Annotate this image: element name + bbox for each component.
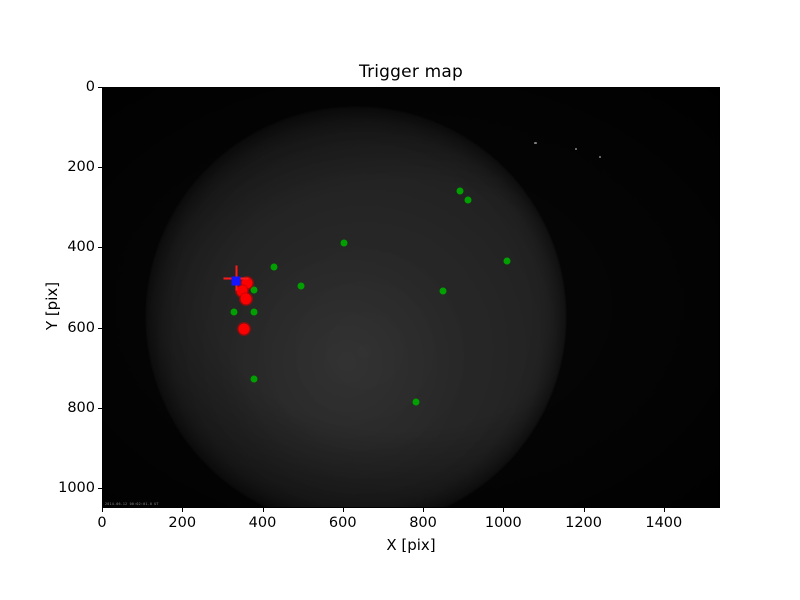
y-tick-label: 600 — [67, 319, 95, 336]
x-tick — [182, 508, 184, 512]
y-tick — [98, 247, 102, 249]
x-tick-label: 1400 — [645, 515, 683, 531]
x-tick — [583, 508, 585, 512]
marker-green-detections — [250, 308, 258, 316]
x-tick — [342, 508, 344, 512]
image-timestamp-overlay: 2014-06-12 00:02:01.0 UT — [105, 502, 159, 506]
x-tick-label: 200 — [168, 515, 197, 531]
x-tick-label: 400 — [248, 515, 277, 531]
x-tick — [663, 508, 665, 512]
chart-title: Trigger map — [358, 62, 463, 82]
marker-green-detections — [456, 187, 464, 195]
y-tick — [98, 167, 102, 169]
x-tick — [503, 508, 505, 512]
marker-green-detections — [250, 375, 258, 383]
y-tick-label: 200 — [67, 159, 95, 176]
y-axis-label: Y [pix] — [43, 281, 61, 331]
marker-red-triggers — [236, 285, 248, 297]
y-tick-label: 0 — [85, 79, 95, 95]
x-tick — [423, 508, 425, 512]
y-tick — [98, 87, 102, 88]
x-tick-label: 600 — [328, 515, 357, 531]
x-tick-label: 1000 — [484, 515, 522, 531]
marker-green-detections — [412, 398, 420, 406]
marker-green-detections — [340, 239, 348, 247]
y-tick — [98, 327, 102, 329]
x-tick-label: 0 — [97, 515, 107, 531]
y-tick — [98, 407, 102, 409]
marker-green-detections — [503, 257, 511, 265]
x-tick — [102, 508, 103, 512]
marker-red-triggers — [238, 323, 250, 335]
marker-green-detections — [464, 196, 472, 204]
y-tick — [98, 487, 102, 489]
x-tick-label: 1200 — [565, 515, 602, 531]
marker-green-detections — [439, 287, 447, 295]
vignette-overlay — [102, 87, 720, 508]
y-tick-label: 400 — [67, 239, 95, 256]
marker-green-detections — [250, 286, 258, 294]
marker-green-detections — [270, 263, 278, 271]
x-tick — [262, 508, 264, 512]
y-tick-label: 1000 — [58, 479, 95, 496]
plot-area[interactable]: 2014-06-12 00:02:01.0 UT — [102, 87, 720, 508]
x-tick-label: 800 — [409, 515, 437, 531]
x-axis-label: X [pix] — [386, 536, 436, 554]
marker-green-detections — [230, 308, 238, 316]
marker-green-detections — [297, 282, 305, 290]
marker-red-triggers — [240, 293, 252, 305]
marker-red-triggers — [241, 277, 253, 289]
y-tick-label: 800 — [67, 399, 95, 416]
marker-reference-square — [231, 276, 241, 286]
